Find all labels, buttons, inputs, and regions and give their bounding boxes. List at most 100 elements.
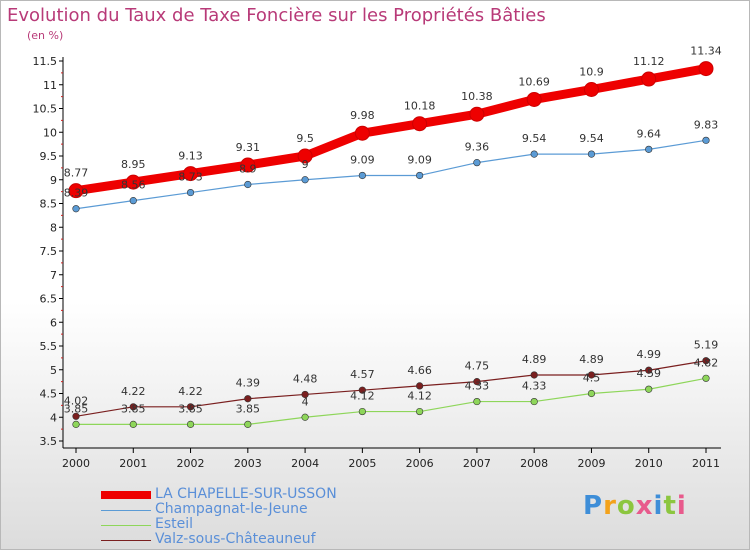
data-label: 9.98 — [350, 109, 375, 122]
x-tick-label: 2003 — [234, 457, 262, 470]
data-point — [186, 420, 195, 428]
data-label: 8.95 — [121, 158, 146, 171]
data-point — [301, 413, 309, 421]
y-tick-label: 10 — [43, 126, 57, 139]
data-point — [698, 61, 714, 77]
data-label: 8.73 — [178, 171, 203, 184]
data-label: 10.69 — [518, 75, 550, 88]
data-label: 10.9 — [579, 66, 604, 79]
x-tick-label: 2007 — [463, 457, 491, 470]
y-tick-label: 6 — [50, 316, 57, 329]
data-label: 4.33 — [465, 380, 490, 393]
data-label: 10.38 — [461, 90, 493, 103]
x-tick-label: 2004 — [291, 457, 319, 470]
data-point — [240, 157, 256, 173]
y-tick-label: 4 — [50, 411, 57, 424]
y-axis-unit: (en %) — [27, 29, 64, 42]
data-point — [186, 188, 195, 197]
series-line-1 — [75, 139, 707, 210]
data-label: 3.85 — [64, 402, 89, 415]
data-label: 4.89 — [522, 353, 547, 366]
data-label: 4.22 — [121, 385, 146, 398]
data-label: 4.57 — [350, 368, 375, 381]
data-label: 3.85 — [178, 402, 203, 415]
data-point — [129, 197, 137, 205]
data-point — [358, 171, 366, 180]
data-point — [702, 357, 710, 365]
data-point — [641, 71, 657, 87]
data-point — [72, 420, 80, 428]
data-point — [186, 403, 195, 411]
y-tick-label: 4.5 — [40, 388, 58, 401]
x-tick-label: 2010 — [635, 457, 663, 470]
data-point — [301, 390, 309, 399]
legend-label: LA CHAPELLE-SUR-USSON — [155, 486, 337, 502]
data-label: 8.77 — [64, 167, 89, 180]
x-tick-label: 2011 — [692, 457, 720, 470]
data-label: 8.9 — [239, 163, 257, 176]
y-tick-label: 11 — [43, 79, 57, 92]
logo-letter: P — [583, 491, 604, 521]
data-point — [244, 395, 252, 403]
data-label: 9.09 — [407, 153, 432, 166]
logo-letter: i — [676, 491, 687, 521]
legend-swatch — [101, 510, 151, 511]
series-line-0 — [71, 64, 711, 196]
legend-label: Valz-sous-Châteauneuf — [155, 531, 316, 547]
data-label: 4.82 — [694, 356, 719, 369]
y-tick-label: 10.5 — [33, 103, 58, 116]
data-label: 9 — [302, 158, 309, 171]
data-point — [416, 171, 424, 180]
data-point — [129, 420, 137, 428]
series-line-2 — [75, 377, 707, 425]
y-tick-label: 5.5 — [40, 340, 58, 353]
data-label: 9.64 — [636, 127, 661, 140]
logo-letter: t — [663, 491, 677, 521]
data-point — [587, 371, 596, 379]
data-point — [244, 180, 252, 189]
logo-letter: x — [635, 491, 654, 521]
data-point — [530, 371, 538, 379]
data-label: 4.02 — [64, 394, 89, 407]
chart-title: Evolution du Taux de Taxe Foncière sur l… — [7, 5, 546, 26]
y-tick-label: 7.5 — [40, 245, 58, 258]
data-label: 4.12 — [350, 390, 375, 403]
data-point — [183, 166, 199, 182]
legend-swatch — [101, 491, 151, 499]
logo-letter: o — [616, 491, 636, 521]
data-point — [297, 148, 313, 164]
proxiti-logo: Proxiti — [583, 491, 687, 521]
data-label: 4.5 — [583, 372, 601, 385]
data-label: 9.83 — [694, 118, 719, 131]
data-label: 4 — [302, 395, 309, 408]
legend-label: Esteil — [155, 516, 194, 532]
y-tick-label: 8.5 — [40, 198, 58, 211]
data-point — [702, 374, 710, 382]
data-point — [358, 407, 366, 416]
data-label: 3.85 — [236, 402, 261, 415]
data-point — [473, 159, 481, 167]
data-label: 4.59 — [636, 367, 661, 380]
data-point — [645, 366, 653, 374]
x-tick-label: 2005 — [348, 457, 376, 470]
x-tick-label: 2009 — [577, 457, 605, 470]
data-point — [72, 412, 80, 420]
legend-swatch — [101, 525, 151, 526]
data-label: 4.66 — [407, 364, 432, 377]
data-label: 3.85 — [121, 402, 146, 415]
data-point — [68, 183, 84, 199]
data-point — [244, 420, 252, 428]
y-tick-label: 5 — [50, 364, 57, 377]
data-label: 10.18 — [404, 100, 436, 113]
x-tick-label: 2000 — [62, 457, 90, 470]
series-line-3 — [75, 360, 707, 417]
data-label: 9.36 — [465, 141, 490, 154]
data-label: 4.39 — [236, 377, 261, 390]
logo-letter: r — [603, 491, 617, 521]
y-tick-label: 8 — [50, 221, 57, 234]
data-point — [412, 116, 428, 132]
data-point — [530, 150, 538, 158]
data-label: 8.39 — [64, 187, 89, 200]
